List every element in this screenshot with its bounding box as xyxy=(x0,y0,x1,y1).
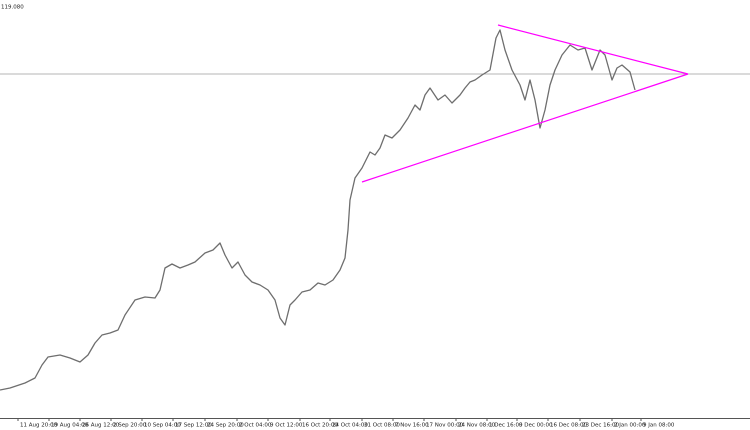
x-tick-label: 26 Aug 12:00 xyxy=(82,423,120,429)
x-tick-label: 17 Nov 00:00 xyxy=(426,423,464,429)
x-tick-label: 24 Sep 20:00 xyxy=(207,423,244,429)
trend-line xyxy=(361,73,689,183)
price-label: 119.080 xyxy=(1,5,24,11)
x-tick-label: 11 Aug 20:00 xyxy=(20,423,58,429)
trend-line xyxy=(497,24,689,75)
x-tick-label: 2 Oct 04:00 xyxy=(239,423,272,429)
x-tick-label: 16 Oct 20:00 xyxy=(302,423,338,429)
x-tick-label: 2 Sep 20:00 xyxy=(113,423,147,429)
x-tick-label: 17 Sep 12:00 xyxy=(175,423,212,429)
x-tick-label: 31 Oct 08:00 xyxy=(364,423,400,429)
x-tick-label: 16 Dec 08:00 xyxy=(550,423,587,429)
x-tick-label: 24 Oct 04:00 xyxy=(332,423,368,429)
x-tick-label: 19 Aug 04:00 xyxy=(51,423,89,429)
x-tick-label: 7 Nov 16:00 xyxy=(395,423,429,429)
x-tick-label: 1 Dec 16:00 xyxy=(489,423,523,429)
x-tick-label: 9 Oct 12:00 xyxy=(270,423,303,429)
x-tick-label: 24 Nov 08:00 xyxy=(458,423,496,429)
x-tick-label: 10 Sep 04:00 xyxy=(144,423,181,429)
x-tick-label: 2 Jan 00:00 xyxy=(614,423,646,429)
x-tick-label: 9 Jan 08:00 xyxy=(643,423,675,429)
x-tick-label: 9 Dec 00:00 xyxy=(519,423,553,429)
price-line xyxy=(0,29,636,391)
x-tick-label: 23 Dec 16:00 xyxy=(582,423,619,429)
